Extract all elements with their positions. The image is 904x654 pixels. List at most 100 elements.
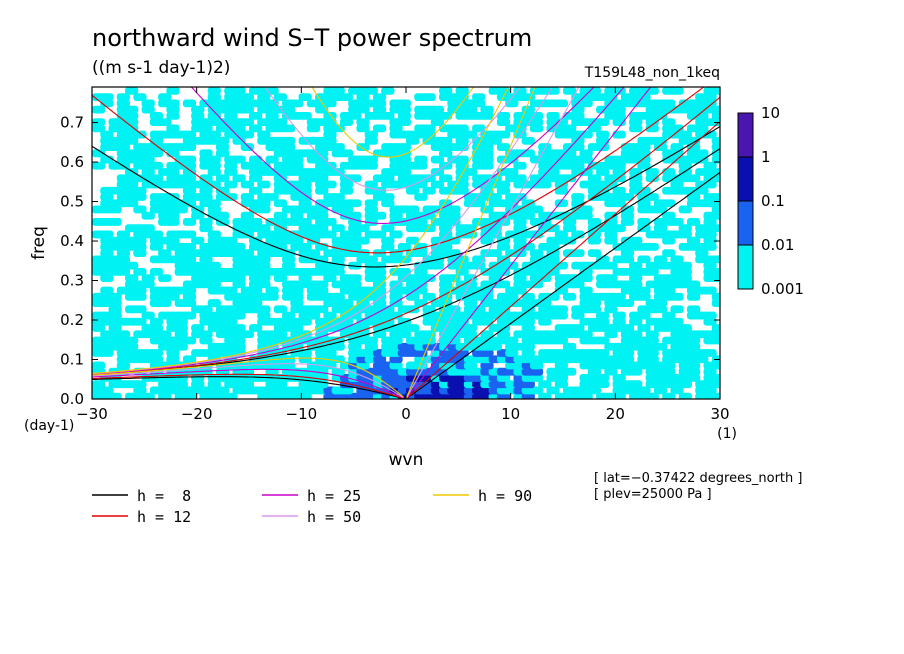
heatmap-cell (240, 193, 254, 201)
heatmap-cell (579, 155, 593, 164)
heatmap-cell (430, 261, 445, 270)
heatmap-cell (596, 349, 610, 357)
x-tick-label: −30 (76, 405, 108, 423)
heatmap-cell (653, 386, 668, 395)
heatmap-cell (670, 124, 684, 133)
heatmap-cell (265, 286, 279, 295)
heatmap-cell (521, 136, 535, 145)
heatmap-cell (174, 317, 188, 326)
heatmap-cell (612, 317, 626, 326)
colorbar-label: 0.01 (761, 236, 794, 254)
heatmap-cell (521, 292, 535, 301)
x-tick-label: 0 (401, 405, 411, 423)
heatmap-cell (273, 330, 288, 339)
heatmap-cell (604, 93, 618, 102)
y-tick-label: 0.5 (60, 193, 84, 211)
heatmap-cell (257, 255, 271, 264)
heatmap-cell (232, 136, 246, 145)
heatmap-cell (372, 93, 387, 102)
heatmap-cell (166, 124, 180, 133)
heatmap-cell (100, 130, 114, 139)
heatmap-cell (133, 205, 147, 214)
heatmap-cell (290, 292, 304, 301)
heatmap-cell (315, 224, 329, 233)
heatmap-cell (439, 280, 453, 289)
heatmap-cell (306, 124, 321, 133)
heatmap-cell (414, 361, 428, 370)
heatmap-cell (678, 380, 692, 389)
chart-subtitle: ((m s-1 day-1)2) (92, 58, 230, 78)
heatmap-cell (108, 218, 122, 226)
heatmap-cell (529, 118, 544, 126)
heatmap-cell (125, 180, 139, 189)
heatmap-cell (207, 380, 221, 389)
heatmap-cell (315, 280, 329, 289)
heatmap-cell (554, 336, 568, 345)
heatmap-cell (596, 130, 610, 139)
heatmap-cell (298, 111, 312, 120)
heatmap-cell (298, 355, 312, 364)
heatmap-cell (505, 349, 519, 357)
heatmap-cell (182, 186, 197, 195)
heatmap-cell (331, 267, 345, 276)
heatmap-cell (695, 249, 709, 258)
heatmap-cell (215, 186, 230, 195)
heatmap-cell (695, 155, 709, 164)
heatmap-cell (620, 355, 635, 364)
heatmap-cell (364, 205, 378, 214)
heatmap-cell (149, 230, 164, 239)
heatmap-cell (215, 143, 230, 151)
heatmap-cell (695, 186, 709, 195)
heatmap-cell (133, 186, 147, 195)
heatmap-cell (711, 299, 720, 307)
heatmap-cell (381, 243, 395, 251)
heatmap-cell (282, 105, 296, 114)
heatmap-cell (653, 224, 668, 233)
heatmap-cell (257, 180, 271, 189)
heatmap-cell (439, 87, 453, 95)
heatmap-cell (414, 218, 428, 226)
heatmap-cell (637, 186, 651, 195)
heatmap-cell (174, 330, 188, 339)
heatmap-cell (546, 87, 560, 95)
heatmap-cell (116, 249, 131, 258)
x-tick-label: 30 (710, 405, 729, 423)
heatmap-cell (678, 230, 692, 239)
heatmap-cell (711, 87, 720, 95)
heatmap-cell (199, 224, 213, 233)
heatmap-cell (166, 99, 180, 108)
heatmap-cell (356, 249, 370, 258)
heatmap-cell (620, 249, 635, 258)
heatmap-cell (249, 174, 263, 183)
heatmap-cell (645, 267, 659, 276)
heatmap-cell (348, 280, 362, 289)
heatmap-cell (662, 118, 676, 126)
heatmap-cell (149, 111, 164, 120)
heatmap-cell (546, 255, 560, 264)
heatmap-cell (463, 361, 478, 370)
heatmap-cell (711, 324, 720, 332)
heatmap-cell (273, 305, 288, 314)
x-tick-label: 10 (501, 405, 520, 423)
heatmap-cell (563, 367, 577, 376)
heatmap-cell (108, 311, 122, 320)
rossby-curve (92, 363, 404, 398)
heatmap-cell (480, 143, 494, 151)
heatmap-cell (620, 299, 635, 307)
heatmap-cell (92, 361, 106, 370)
heatmap-cell (224, 236, 238, 245)
heatmap-cell (166, 292, 180, 301)
heatmap-cell (513, 87, 527, 95)
heatmap-cell (215, 136, 230, 145)
heatmap-cell (133, 317, 147, 326)
heatmap-cell (406, 305, 420, 314)
heatmap-cell (364, 136, 378, 145)
heatmap-cell (686, 374, 701, 382)
heatmap-cell (521, 243, 535, 251)
heatmap-cell (100, 99, 114, 108)
heatmap-cell (612, 186, 626, 195)
heatmap-cell (695, 149, 709, 158)
heatmap-cell (670, 317, 684, 326)
heatmap-cell (381, 193, 395, 201)
heatmap-cell (232, 174, 246, 183)
